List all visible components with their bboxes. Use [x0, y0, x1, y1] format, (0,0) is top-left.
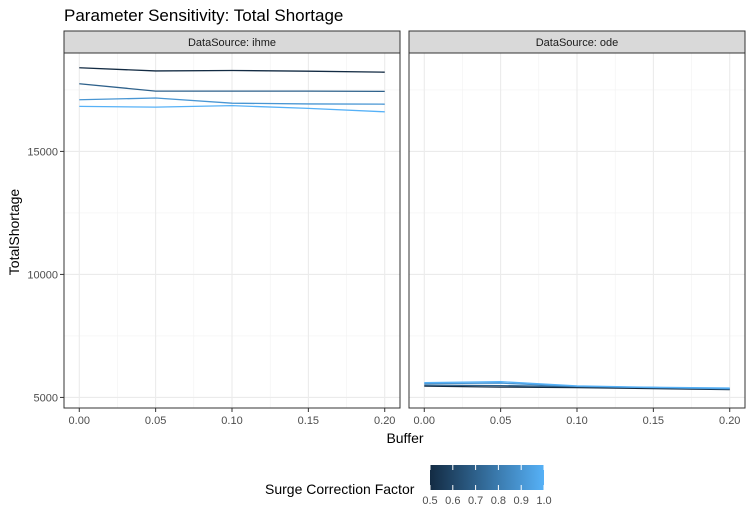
legend-tick-label: 0.6 [445, 495, 460, 507]
x-tick-label: 0.00 [414, 415, 435, 427]
legend-tick-label: 0.5 [422, 495, 437, 507]
legend-title: Surge Correction Factor [265, 481, 415, 497]
series-line [79, 104, 385, 113]
facet-panel: DataSource: ihme 0.00 0.05 0.10 0.15 0.20 5000… [27, 30, 401, 427]
x-tick-label: 0.20 [719, 415, 740, 427]
x-tick-label: 0.05 [145, 415, 166, 427]
y-axis-label: TotalShortage [6, 189, 22, 276]
series-line [424, 381, 730, 389]
x-tick-label: 0.20 [374, 415, 395, 427]
legend-ticks: 0.5 0.6 0.7 0.8 0.9 1.0 [422, 465, 552, 507]
facet-panels: DataSource: ihme 0.00 0.05 0.10 0.15 0.20 5000… [27, 30, 746, 427]
y-tick-label: 5000 [34, 392, 58, 404]
x-axis-label: Buffer [386, 430, 423, 446]
x-tick-label: 0.15 [298, 415, 319, 427]
legend-colorbar [430, 465, 544, 490]
legend-tick-label: 0.8 [491, 495, 506, 507]
x-tick-label: 0.10 [566, 415, 587, 427]
color-legend: Surge Correction Factor 0.5 0.6 0.7 0.8 0.9 1… [265, 465, 552, 507]
legend-tick-label: 0.7 [468, 495, 483, 507]
x-tick-label: 0.00 [69, 415, 90, 427]
y-tick-label: 15000 [27, 146, 58, 158]
legend-tick-label: 0.9 [514, 495, 529, 507]
chart-title: Parameter Sensitivity: Total Shortage [64, 6, 343, 25]
x-tick-label: 0.15 [643, 415, 664, 427]
y-tick-label: 10000 [27, 269, 58, 281]
series-line [79, 83, 385, 93]
x-tick-label: 0.10 [221, 415, 242, 427]
series-line [79, 97, 385, 105]
facet-panel: DataSource: ode 0.00 0.05 0.10 0.15 0.20 [408, 30, 746, 427]
facet-strip-label: DataSource: ihme [188, 37, 276, 49]
series-line [424, 385, 730, 391]
legend-tick-label: 1.0 [536, 495, 551, 507]
x-tick-label: 0.05 [490, 415, 511, 427]
series-line [79, 67, 385, 73]
facet-strip-label: DataSource: ode [536, 37, 619, 49]
